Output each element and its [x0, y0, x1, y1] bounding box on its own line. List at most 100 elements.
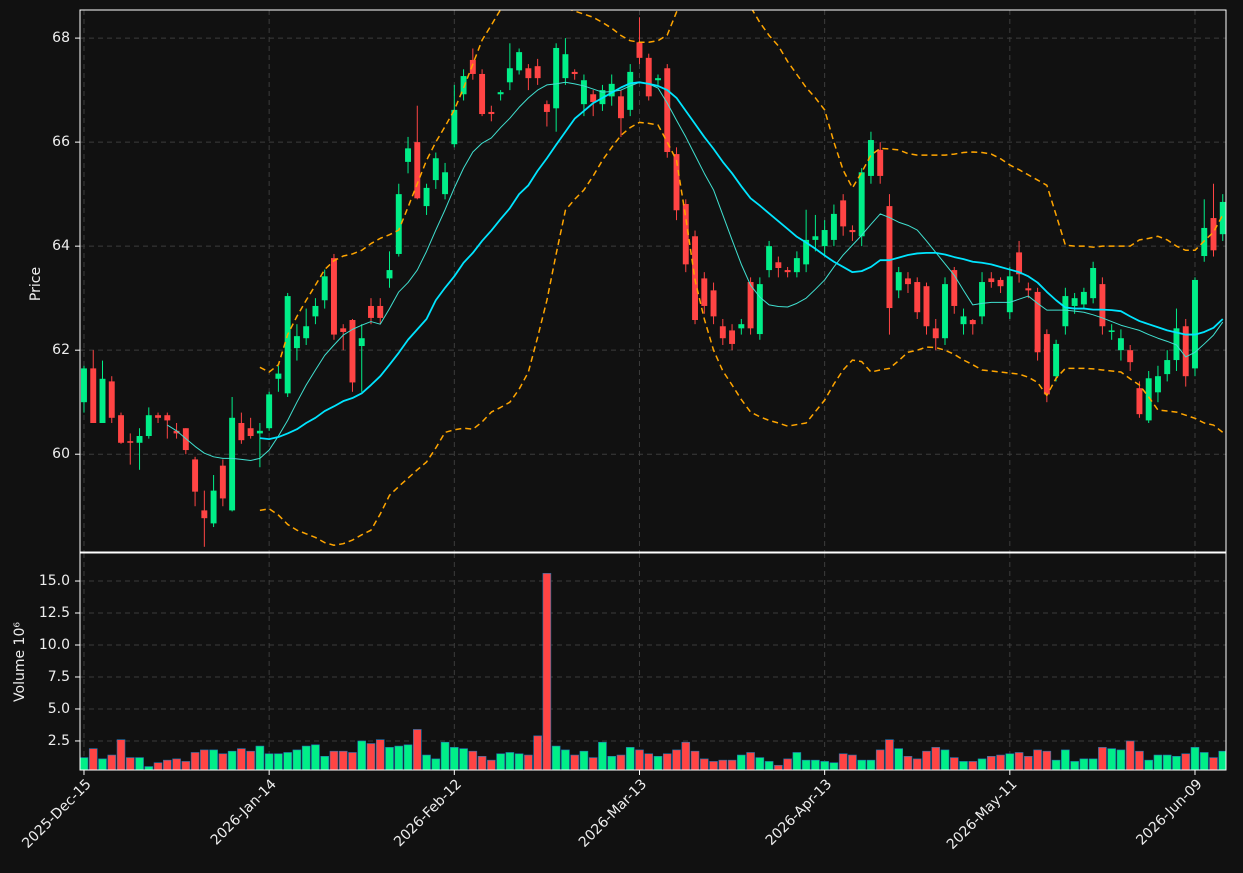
volume-bar	[662, 753, 672, 770]
volume-bar	[792, 752, 802, 770]
candle-body	[219, 465, 226, 499]
candle-body	[312, 305, 319, 317]
volume-bar	[524, 754, 533, 770]
candle-body	[969, 320, 976, 325]
y-axis-label: Price	[28, 267, 44, 301]
candle-body	[432, 158, 439, 181]
volume-bar	[357, 740, 367, 770]
volume-bar	[746, 752, 755, 770]
price-panel	[81, 10, 1226, 547]
candle-body	[293, 336, 300, 349]
volume-tick-label: 5.0	[48, 701, 70, 717]
volume-bar	[163, 759, 172, 770]
candle-body	[275, 373, 282, 379]
candle-body	[812, 236, 819, 240]
volume-bar	[1051, 759, 1061, 770]
volume-bar	[172, 758, 181, 770]
candle-body	[1145, 378, 1152, 421]
candle-body	[840, 200, 847, 227]
volume-tick-label: 2.5	[48, 733, 70, 749]
candle-body	[340, 328, 347, 332]
volume-bar	[1153, 754, 1163, 770]
candle-body	[395, 194, 402, 254]
candle-body	[942, 284, 948, 339]
volume-bar	[301, 745, 311, 770]
candle-body	[368, 305, 374, 318]
candle-body	[349, 320, 356, 383]
candle-body	[590, 94, 597, 103]
volume-bar	[922, 750, 931, 770]
candle-body	[618, 96, 624, 119]
volume-bar	[959, 761, 968, 770]
volume-bar	[1079, 758, 1089, 770]
candle-body	[118, 415, 124, 443]
candle-body	[1192, 279, 1198, 369]
volume-bar	[700, 758, 709, 770]
candle-body	[442, 172, 449, 195]
candle-body	[145, 415, 152, 437]
candle-body	[923, 286, 930, 327]
volume-bar	[496, 753, 505, 770]
candle-body	[701, 278, 708, 306]
candle-body	[525, 68, 532, 79]
candle-body	[571, 71, 578, 74]
volume-bar	[1098, 747, 1107, 770]
indicator-line	[259, 121, 1224, 546]
volume-bar	[1088, 758, 1098, 770]
volume-bar	[829, 762, 839, 770]
candle-body	[645, 57, 652, 97]
volume-bar	[477, 756, 487, 770]
candle-body	[692, 236, 698, 321]
volume-bar	[1024, 756, 1033, 770]
candle-body	[775, 262, 782, 268]
volume-bar	[116, 739, 126, 770]
candle-body	[192, 459, 199, 492]
volume-bar	[283, 752, 292, 770]
candle-body	[997, 279, 1004, 287]
volume-bar	[348, 752, 357, 770]
volume-bar	[125, 757, 135, 770]
volume-bar	[579, 750, 589, 770]
volume-bar	[690, 750, 700, 770]
candle-body	[1136, 388, 1143, 415]
y-tick-label: 64	[52, 238, 70, 254]
candle-body	[358, 338, 365, 347]
candle-body	[516, 52, 523, 71]
volume-bar	[1033, 749, 1042, 770]
candle-body	[858, 172, 865, 237]
volume-frame	[79, 552, 1227, 771]
volume-bar	[80, 757, 89, 770]
volume-bar	[783, 758, 792, 770]
candle-body	[1043, 334, 1050, 395]
volume-bar	[644, 753, 654, 770]
volume-bar	[450, 747, 459, 770]
candle-body	[423, 187, 430, 207]
volume-bar	[1005, 753, 1015, 770]
candle-body	[377, 305, 384, 318]
candle-body	[256, 430, 263, 434]
volume-panel	[80, 573, 1226, 770]
candle-body	[1090, 267, 1097, 299]
volume-bar	[153, 762, 163, 770]
candle-body	[173, 430, 180, 434]
candle-body	[479, 73, 486, 115]
volume-bar	[1014, 752, 1024, 770]
candle-body	[655, 78, 661, 81]
candle-body	[1080, 291, 1087, 305]
candle-body	[506, 68, 513, 83]
candle-body	[719, 326, 726, 339]
candle-body	[1219, 201, 1226, 235]
volume-bar	[940, 749, 950, 770]
candle-body	[238, 423, 245, 441]
volume-bar	[987, 756, 996, 770]
candle-body	[469, 59, 476, 74]
candle-body	[1108, 330, 1115, 332]
volume-bar	[801, 759, 811, 770]
volume-bar	[588, 757, 598, 770]
volume-bar	[616, 754, 626, 770]
candle-body	[580, 80, 587, 105]
candle-body	[710, 290, 717, 317]
candle-body	[405, 148, 411, 162]
candle-body	[821, 230, 828, 247]
